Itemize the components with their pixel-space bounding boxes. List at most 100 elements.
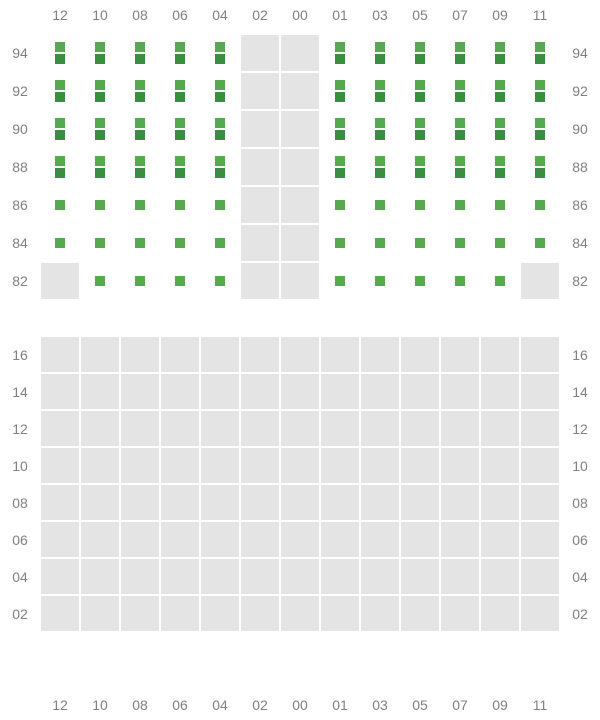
lower-cell[interactable] [160,373,200,410]
lower-cell[interactable] [200,484,240,521]
lower-cell[interactable] [120,447,160,484]
lower-cell[interactable] [120,521,160,558]
upper-cell[interactable] [400,34,440,72]
lower-cell[interactable] [400,595,440,632]
lower-cell[interactable] [160,447,200,484]
lower-cell[interactable] [480,595,520,632]
lower-cell[interactable] [360,484,400,521]
lower-cell[interactable] [240,447,280,484]
lower-cell[interactable] [320,336,360,373]
lower-cell[interactable] [440,521,480,558]
upper-cell[interactable] [440,186,480,224]
lower-cell[interactable] [200,373,240,410]
upper-cell[interactable] [440,110,480,148]
lower-cell[interactable] [440,447,480,484]
lower-cell[interactable] [160,484,200,521]
lower-cell[interactable] [40,447,80,484]
lower-cell[interactable] [440,595,480,632]
lower-cell[interactable] [120,484,160,521]
lower-cell[interactable] [160,595,200,632]
upper-cell[interactable] [280,110,320,148]
upper-cell[interactable] [320,148,360,186]
upper-cell[interactable] [40,72,80,110]
upper-cell[interactable] [200,34,240,72]
upper-cell[interactable] [320,110,360,148]
upper-cell[interactable] [320,262,360,300]
lower-cell[interactable] [80,447,120,484]
upper-cell[interactable] [360,186,400,224]
lower-cell[interactable] [120,595,160,632]
lower-cell[interactable] [200,521,240,558]
lower-cell[interactable] [400,410,440,447]
upper-cell[interactable] [280,262,320,300]
upper-cell[interactable] [360,262,400,300]
lower-cell[interactable] [520,410,560,447]
lower-cell[interactable] [120,373,160,410]
upper-cell[interactable] [120,262,160,300]
lower-cell[interactable] [320,447,360,484]
upper-cell[interactable] [280,72,320,110]
lower-cell[interactable] [80,558,120,595]
lower-cell[interactable] [80,373,120,410]
upper-cell[interactable] [40,224,80,262]
upper-cell[interactable] [320,34,360,72]
lower-cell[interactable] [360,373,400,410]
lower-cell[interactable] [240,410,280,447]
lower-cell[interactable] [40,373,80,410]
upper-cell[interactable] [80,110,120,148]
lower-cell[interactable] [320,521,360,558]
lower-cell[interactable] [160,410,200,447]
upper-cell[interactable] [480,148,520,186]
upper-cell[interactable] [40,262,80,300]
upper-cell[interactable] [120,34,160,72]
upper-cell[interactable] [40,34,80,72]
lower-cell[interactable] [80,410,120,447]
lower-cell[interactable] [80,595,120,632]
upper-cell[interactable] [240,34,280,72]
lower-cell[interactable] [40,521,80,558]
upper-cell[interactable] [240,224,280,262]
lower-cell[interactable] [200,447,240,484]
lower-cell[interactable] [200,595,240,632]
upper-cell[interactable] [400,186,440,224]
upper-cell[interactable] [200,110,240,148]
upper-cell[interactable] [280,186,320,224]
lower-cell[interactable] [240,558,280,595]
lower-cell[interactable] [360,447,400,484]
upper-cell[interactable] [320,72,360,110]
lower-cell[interactable] [200,336,240,373]
lower-cell[interactable] [40,595,80,632]
upper-cell[interactable] [240,186,280,224]
lower-cell[interactable] [360,521,400,558]
lower-cell[interactable] [520,447,560,484]
lower-cell[interactable] [240,595,280,632]
lower-cell[interactable] [480,447,520,484]
lower-cell[interactable] [320,595,360,632]
lower-cell[interactable] [240,373,280,410]
upper-cell[interactable] [400,72,440,110]
upper-cell[interactable] [280,148,320,186]
upper-cell[interactable] [160,262,200,300]
lower-cell[interactable] [520,336,560,373]
lower-cell[interactable] [480,336,520,373]
lower-cell[interactable] [120,336,160,373]
upper-cell[interactable] [200,224,240,262]
upper-cell[interactable] [520,148,560,186]
lower-cell[interactable] [40,336,80,373]
lower-cell[interactable] [360,595,400,632]
lower-cell[interactable] [240,336,280,373]
upper-cell[interactable] [520,262,560,300]
lower-cell[interactable] [400,484,440,521]
upper-cell[interactable] [160,110,200,148]
upper-cell[interactable] [120,110,160,148]
upper-cell[interactable] [80,262,120,300]
upper-cell[interactable] [440,34,480,72]
lower-cell[interactable] [480,410,520,447]
upper-cell[interactable] [480,34,520,72]
upper-cell[interactable] [480,72,520,110]
upper-cell[interactable] [520,186,560,224]
lower-cell[interactable] [280,521,320,558]
upper-cell[interactable] [480,224,520,262]
upper-cell[interactable] [240,72,280,110]
lower-cell[interactable] [40,484,80,521]
